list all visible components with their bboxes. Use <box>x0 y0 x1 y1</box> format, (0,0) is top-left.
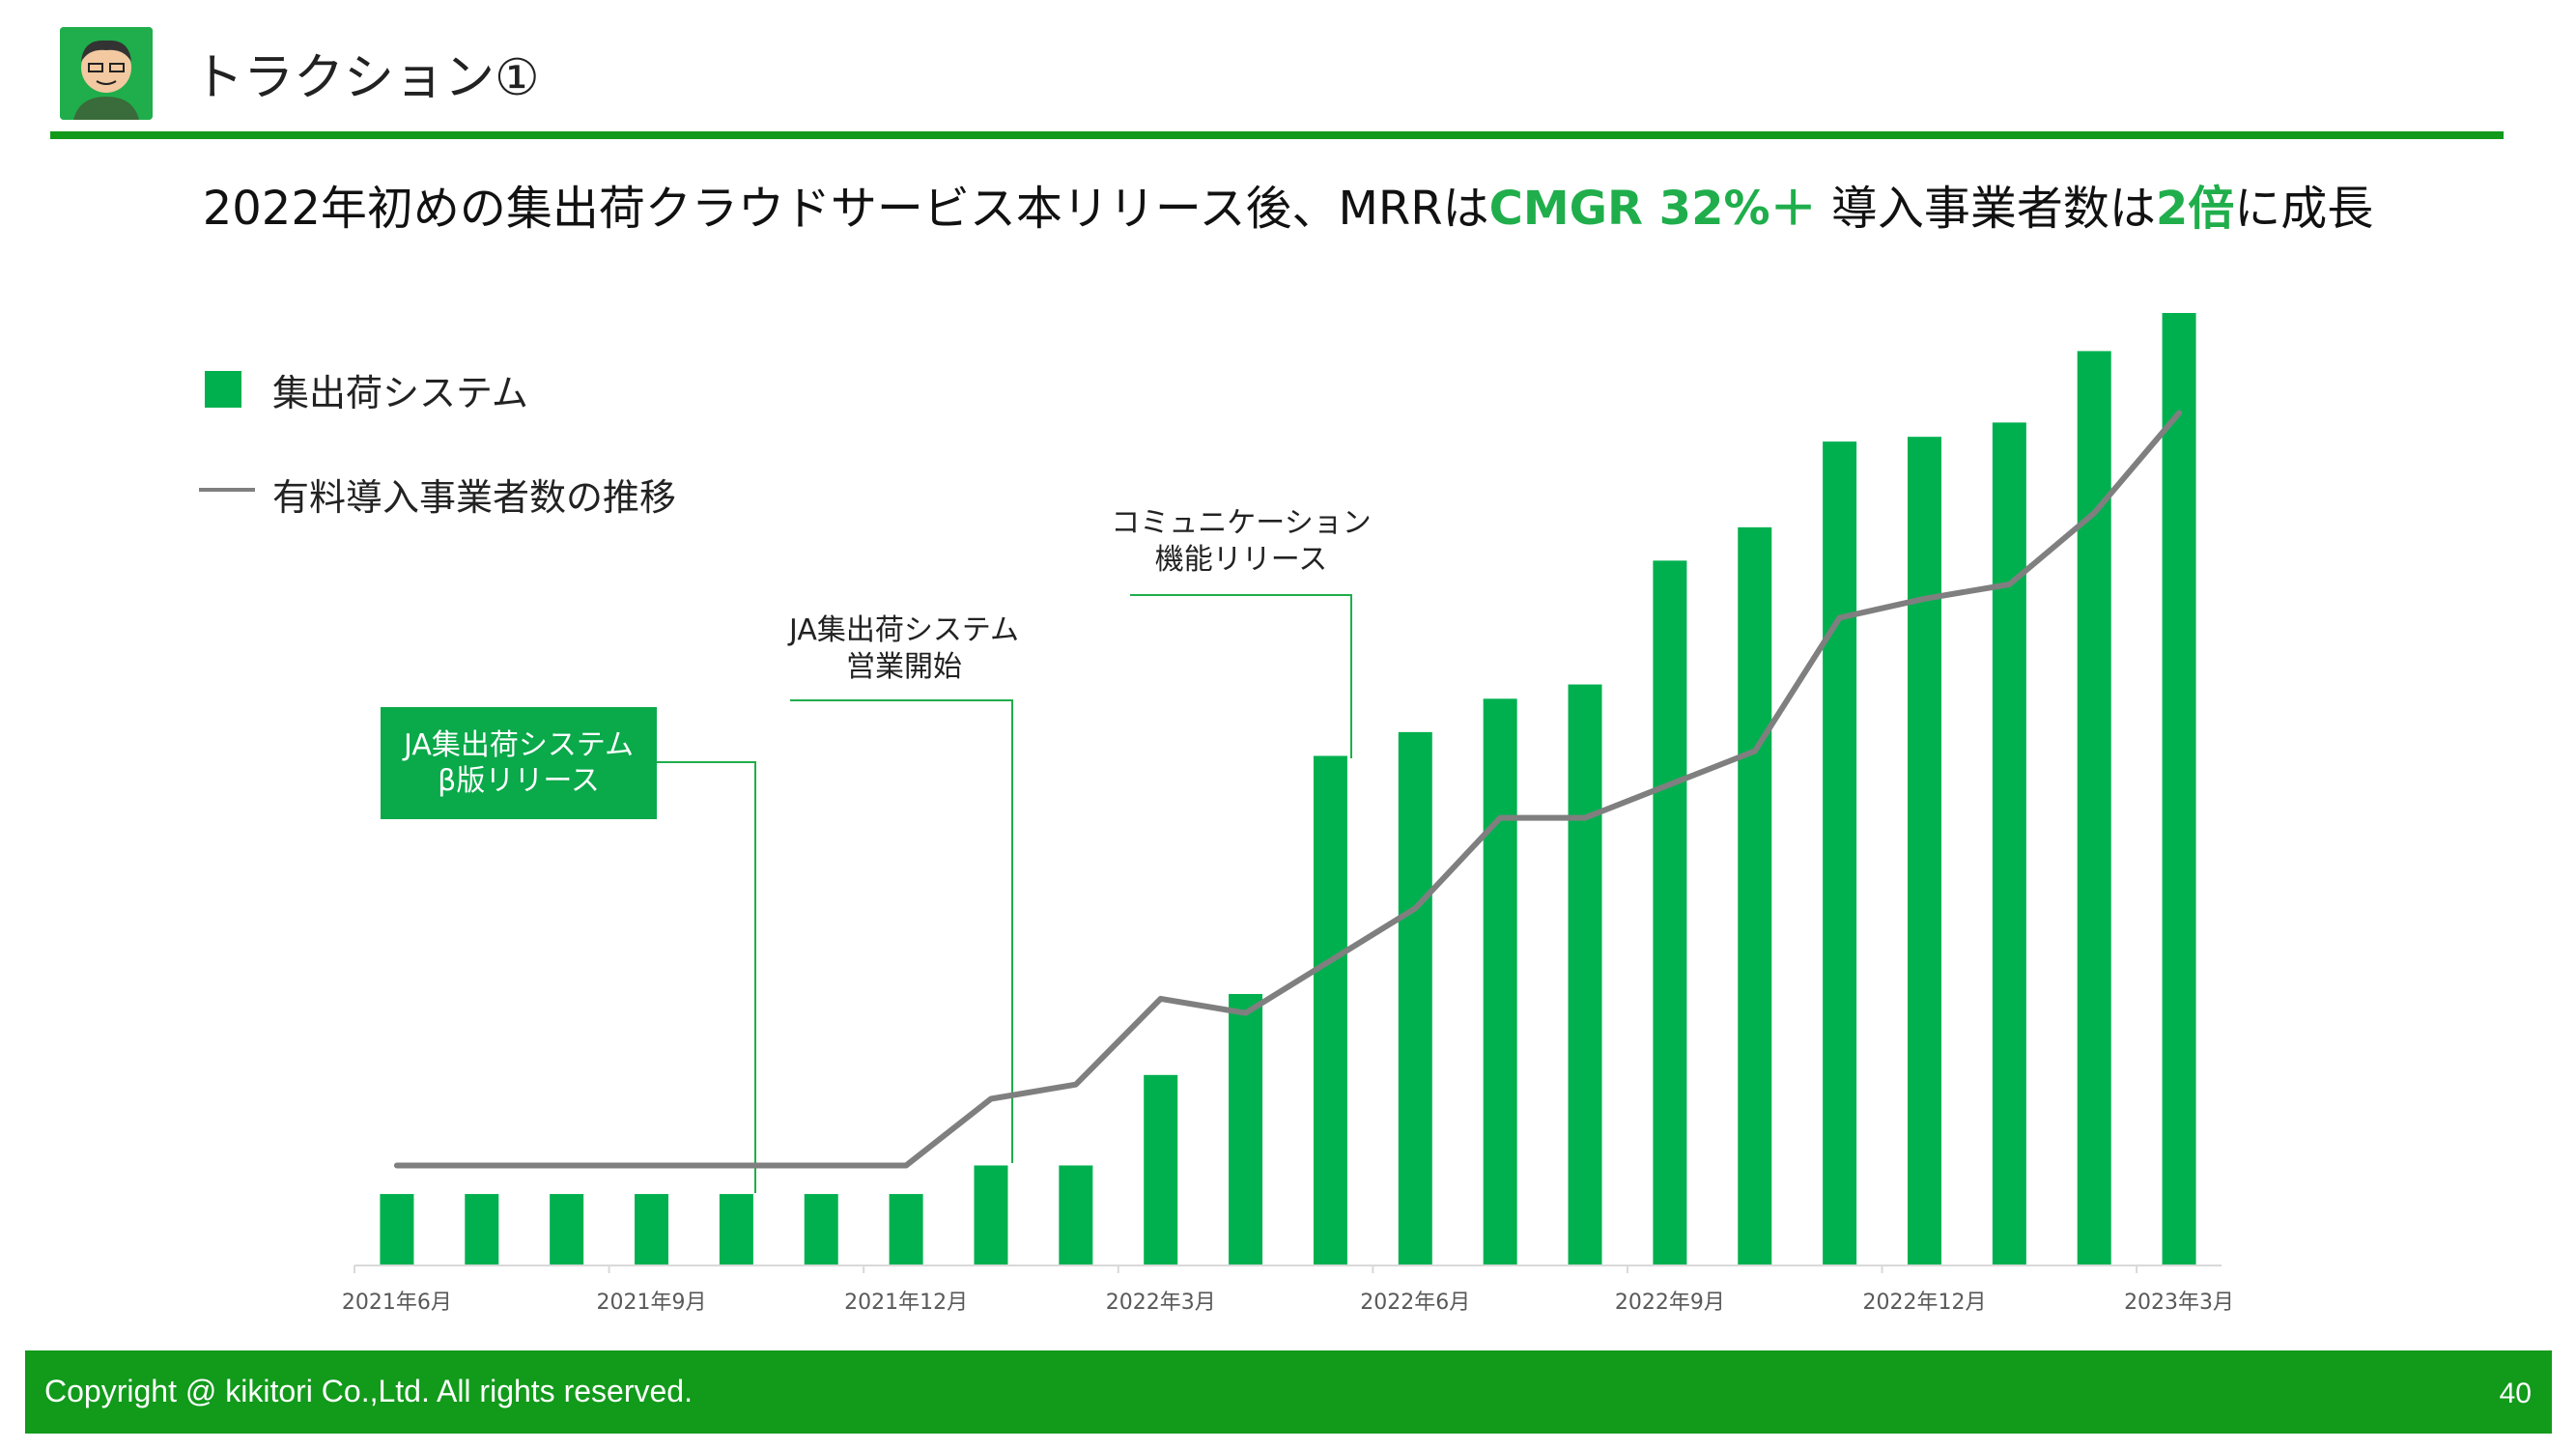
bar-21 <box>2162 313 2196 1265</box>
bar-8 <box>1059 1165 1093 1265</box>
headline-text-1: 2022年初めの集出荷クラウドサービス本リリース後、MRRは <box>202 182 1489 236</box>
bar-0 <box>380 1194 414 1265</box>
headline: 2022年初めの集出荷クラウドサービス本リリース後、MRRはCMGR 32%＋ … <box>0 170 2576 238</box>
x-tick-label-7: 2023年3月 <box>2124 1291 2234 1315</box>
annotation-comm-line1: コミュニケーション <box>1111 506 1372 540</box>
company-logo <box>60 27 153 120</box>
x-tick-label-5: 2022年9月 <box>1615 1291 1725 1315</box>
legend-line-label: 有料導入事業者数の推移 <box>272 476 677 519</box>
x-tick-label-0: 2021年6月 <box>342 1291 452 1315</box>
annotation-sales-line2: 営業開始 <box>846 649 962 684</box>
leader-sales <box>790 699 1013 1163</box>
copyright-text: Copyright @ kikitori Co.,Ltd. All rights… <box>44 1374 693 1408</box>
annotation-beta-line2: β版リリース <box>438 764 600 798</box>
bar-19 <box>1992 422 2026 1265</box>
bar-17 <box>1823 441 1857 1265</box>
page-number: 40 <box>2499 1378 2532 1409</box>
bar-15 <box>1653 560 1687 1265</box>
annotation-beta-line1: JA集出荷システム <box>404 727 634 762</box>
header-divider <box>50 131 2504 139</box>
bar-9 <box>1144 1074 1178 1265</box>
line-series <box>393 410 2183 1169</box>
bar-20 <box>2077 351 2111 1265</box>
headline-highlight-cmgr: CMGR 32%＋ <box>1488 182 1817 236</box>
bar-16 <box>1738 526 1772 1265</box>
annotation-sales-line1: JA集出荷システム <box>789 613 1019 647</box>
bar-5 <box>804 1194 838 1265</box>
x-tick-label-1: 2021年9月 <box>597 1291 707 1315</box>
legend-line-swatch <box>199 488 255 492</box>
bar-12 <box>1398 731 1432 1265</box>
x-tick-label-6: 2022年12月 <box>1862 1291 1986 1315</box>
x-tick-label-3: 2022年3月 <box>1106 1291 1216 1315</box>
x-ticks <box>354 1265 2138 1273</box>
footer-bar <box>25 1350 2552 1434</box>
annotation-comm-line2: 機能リリース <box>1154 542 1328 577</box>
bar-6 <box>889 1194 923 1265</box>
page-title: トラクション① <box>193 49 540 107</box>
annotation-leader-lines <box>657 594 1352 1193</box>
annotation-communication-release: コミュニケーション 機能リリース <box>1091 505 1391 578</box>
headline-text-3: に成長 <box>2234 182 2374 236</box>
bar-18 <box>1907 437 1941 1265</box>
bar-3 <box>635 1194 669 1265</box>
headline-highlight-double: 2倍 <box>2155 182 2235 236</box>
bar-14 <box>1568 684 1602 1265</box>
bar-11 <box>1313 755 1347 1265</box>
traction-chart: 2021年6月 2021年9月 2021年12月 2022年3月 2022年6月 2022… <box>342 313 2234 1315</box>
bar-10 <box>1229 993 1263 1265</box>
legend-bar-swatch <box>205 371 241 408</box>
annotation-sales-start: JA集出荷システム 営業開始 <box>759 612 1049 685</box>
x-tick-label-2: 2021年12月 <box>844 1291 968 1315</box>
headline-text-2: 導入事業者数は <box>1816 182 2156 236</box>
x-tick-labels: 2021年6月 2021年9月 2021年12月 2022年3月 2022年6月 2022… <box>342 1291 2234 1315</box>
bar-series <box>380 313 2196 1265</box>
bar-7 <box>974 1165 1008 1265</box>
leader-beta <box>657 761 756 1193</box>
annotation-beta-release: JA集出荷システム β版リリース <box>381 707 657 819</box>
legend-bar-label: 集出荷システム <box>272 372 528 414</box>
bar-1 <box>465 1194 499 1265</box>
leader-comm <box>1130 594 1352 758</box>
x-tick-label-4: 2022年6月 <box>1360 1291 1470 1315</box>
bar-4 <box>719 1194 753 1265</box>
bar-2 <box>550 1194 584 1265</box>
bar-13 <box>1483 698 1517 1265</box>
